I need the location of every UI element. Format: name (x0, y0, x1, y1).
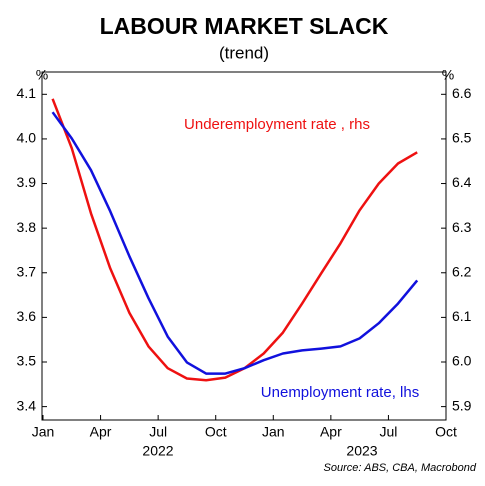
x-tick-label: Jan (32, 424, 55, 440)
x-tick-label: Jul (149, 424, 167, 440)
y-tick-label: 4.0 (17, 130, 37, 146)
plot-frame (41, 71, 447, 421)
x-tick-label: Oct (435, 424, 457, 440)
year-label: 2023 (346, 443, 377, 459)
y2-tick-label: 6.4 (452, 174, 472, 190)
y-tick-label: 3.4 (17, 397, 37, 413)
y2-tick-label: 6.5 (452, 130, 472, 146)
series-line (51, 111, 419, 375)
x-tick-label: Apr (320, 424, 342, 440)
series-line (51, 98, 418, 382)
y-tick-label: 3.7 (17, 263, 37, 279)
y-tick-label: 3.9 (17, 174, 37, 190)
x-tick-label: Jul (379, 424, 397, 440)
y2-tick-label: 6.1 (452, 308, 472, 324)
series-label: Unemployment rate, lhs (261, 384, 419, 401)
chart-title: LABOUR MARKET SLACK (100, 13, 389, 39)
y2-tick-label: 6.2 (452, 263, 472, 279)
chart-subtitle: (trend) (219, 43, 269, 62)
x-tick-label: Oct (205, 424, 227, 440)
year-label: 2022 (142, 443, 173, 459)
y2-tick-label: 6.0 (452, 353, 472, 369)
y2-tick-label: 5.9 (452, 397, 472, 413)
x-tick-label: Jan (262, 424, 285, 440)
y-tick-label: 4.1 (17, 85, 37, 101)
y2-tick-label: 6.3 (452, 219, 472, 235)
y-tick-label: 3.6 (17, 308, 37, 324)
source: Source: ABS, CBA, Macrobond (324, 462, 477, 474)
y2-tick-label: 6.6 (452, 85, 472, 101)
y-tick-label: 3.5 (17, 353, 37, 369)
series-label: Underemployment rate , rhs (184, 116, 370, 133)
y2-unit: % (442, 67, 454, 83)
x-tick-label: Apr (90, 424, 112, 440)
y-tick-label: 3.8 (17, 219, 37, 235)
